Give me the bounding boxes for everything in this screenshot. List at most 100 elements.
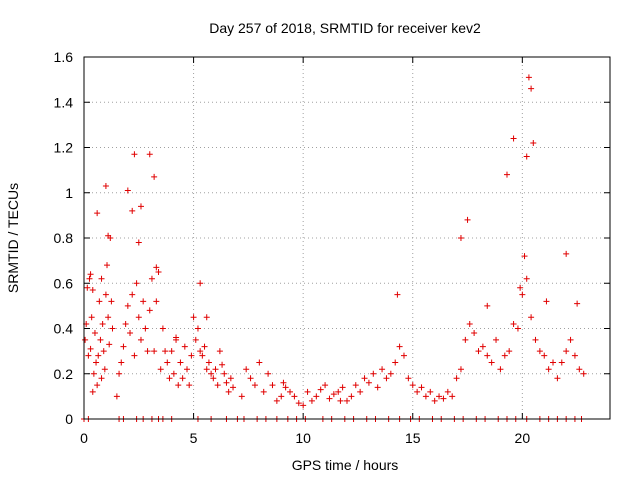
data-point xyxy=(124,187,131,194)
data-point xyxy=(444,388,451,395)
data-point xyxy=(95,352,102,359)
data-point xyxy=(192,336,199,343)
data-point xyxy=(157,366,164,373)
data-point xyxy=(230,384,237,391)
x-tick-label: 0 xyxy=(80,430,88,446)
data-point xyxy=(361,375,368,382)
y-tick-label: 0.8 xyxy=(54,230,74,246)
data-point xyxy=(166,375,173,382)
data-point xyxy=(104,262,111,269)
x-tick-label: 10 xyxy=(295,430,311,446)
data-point xyxy=(142,325,149,332)
data-point xyxy=(521,253,528,260)
data-point xyxy=(106,341,113,348)
data-point xyxy=(201,343,208,350)
data-point xyxy=(484,352,491,359)
data-point xyxy=(109,325,116,332)
data-point xyxy=(221,370,228,377)
data-point xyxy=(175,382,182,389)
data-point xyxy=(528,85,535,92)
data-point xyxy=(210,375,217,382)
tick-layer: 0 0.2 0.4 0.6 0.8 1 1.2 1.4 1.6 0 5 10 15 20 xyxy=(54,49,610,446)
data-point xyxy=(186,382,193,389)
data-point xyxy=(344,397,350,404)
data-point xyxy=(190,314,197,321)
data-point xyxy=(87,271,94,278)
data-point xyxy=(122,320,129,327)
data-point xyxy=(563,348,570,355)
data-point xyxy=(352,382,359,389)
data-point xyxy=(97,336,104,343)
data-point xyxy=(457,366,464,373)
data-point xyxy=(124,302,131,309)
data-point xyxy=(227,375,234,382)
data-point xyxy=(100,348,107,355)
y-tick-label: 0.4 xyxy=(54,321,74,337)
data-point xyxy=(394,291,401,298)
data-point xyxy=(179,375,186,382)
data-point xyxy=(105,314,112,321)
data-point xyxy=(88,314,95,321)
data-point xyxy=(330,391,337,398)
data-point xyxy=(493,336,500,343)
data-point xyxy=(466,320,473,327)
data-point xyxy=(118,359,125,366)
data-point xyxy=(280,379,287,386)
data-point xyxy=(273,397,280,404)
data-point xyxy=(571,352,578,359)
y-tick-label: 1.4 xyxy=(54,94,74,110)
data-point xyxy=(567,336,574,343)
data-point xyxy=(278,393,285,400)
data-point xyxy=(87,345,94,352)
data-point xyxy=(260,388,267,395)
data-point xyxy=(113,393,120,400)
data-point xyxy=(155,268,162,275)
data-point xyxy=(91,330,98,337)
data-point xyxy=(168,348,175,355)
data-point xyxy=(383,375,390,382)
data-point xyxy=(387,370,394,377)
data-point xyxy=(335,388,342,395)
data-point xyxy=(205,359,212,366)
data-point xyxy=(506,348,513,355)
data-point xyxy=(89,388,96,395)
data-point xyxy=(137,203,144,210)
data-point xyxy=(462,336,469,343)
data-point xyxy=(295,400,302,407)
data-point xyxy=(308,397,315,404)
data-point xyxy=(282,384,289,391)
data-point xyxy=(98,375,105,382)
data-point xyxy=(501,352,508,359)
data-point xyxy=(322,382,329,389)
data-point xyxy=(392,359,399,366)
data-point xyxy=(184,366,191,373)
data-point xyxy=(243,366,250,373)
data-point xyxy=(374,384,381,391)
data-point xyxy=(144,348,151,355)
x-tick-label: 20 xyxy=(515,430,531,446)
data-point xyxy=(153,264,160,271)
data-point xyxy=(203,314,210,321)
data-point xyxy=(238,393,245,400)
data-point xyxy=(523,275,530,282)
data-point xyxy=(517,284,524,291)
data-point xyxy=(427,388,434,395)
data-point xyxy=(133,280,140,287)
data-point xyxy=(379,366,386,373)
data-point xyxy=(453,375,460,382)
data-point xyxy=(131,352,138,359)
data-point xyxy=(135,239,142,246)
data-point xyxy=(479,343,486,350)
data-point xyxy=(464,216,471,223)
data-point xyxy=(523,153,530,160)
data-point xyxy=(108,298,115,305)
data-point xyxy=(514,325,521,332)
data-point xyxy=(400,352,407,359)
data-point xyxy=(173,334,180,341)
data-point xyxy=(85,352,92,359)
data-point xyxy=(93,359,100,366)
data-point xyxy=(265,370,272,377)
data-point xyxy=(558,359,565,366)
data-point xyxy=(550,359,557,366)
data-point xyxy=(503,171,510,178)
